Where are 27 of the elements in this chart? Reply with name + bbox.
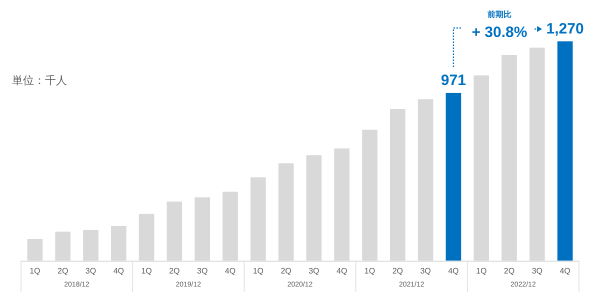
bar <box>557 41 573 261</box>
data-label: 1,270 <box>546 20 584 38</box>
x-tick-label: 1Q <box>476 266 487 276</box>
x-tick-label: 4Q <box>448 266 459 276</box>
x-tick-label: 4Q <box>224 266 236 276</box>
x-tick-label: 3Q <box>420 266 431 276</box>
x-tick-label: 4Q <box>336 266 348 276</box>
data-label: 971 <box>440 72 466 89</box>
x-tick-label: 3Q <box>308 266 320 276</box>
text: 前期比 <box>486 10 512 19</box>
x-tick-label: 2Q <box>169 266 180 276</box>
x-tick-label: 1Q <box>364 266 376 276</box>
x-tick-label: 4Q <box>113 266 124 276</box>
x-tick-label: 1Q <box>30 266 40 276</box>
x-tick-label: 2Q <box>58 266 68 276</box>
x-tick-label: 1Q <box>141 266 152 276</box>
x-tick-label: 1Q <box>252 266 264 276</box>
annotation: 単位：千人 <box>12 74 67 87</box>
x-tick-label: 3Q <box>85 266 96 276</box>
x-tick-label: 2Q <box>392 266 403 276</box>
text: + 30.8% <box>472 24 528 41</box>
x-tick-label: 2Q <box>280 266 292 276</box>
x-tick-label: 2Q <box>504 266 515 276</box>
x-tick-label: 3Q <box>532 266 542 276</box>
x-tick-label: 4Q <box>560 266 570 276</box>
x-tick-label: 3Q <box>197 266 208 276</box>
bar <box>446 92 462 261</box>
